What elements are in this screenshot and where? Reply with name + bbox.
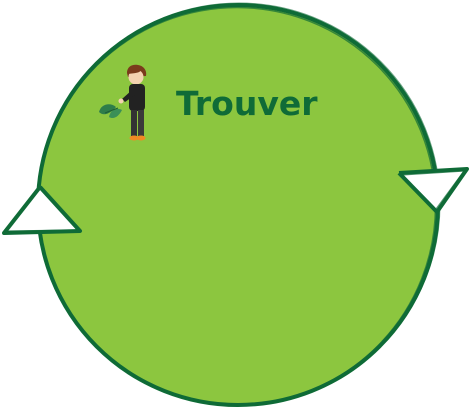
right-arrowhead-icon <box>397 167 469 214</box>
cycle-step-label: Trouver <box>176 84 318 123</box>
left-arrowhead-icon <box>2 185 82 235</box>
person-holding-leaves-icon <box>99 64 147 141</box>
cycle-circle <box>36 2 441 407</box>
